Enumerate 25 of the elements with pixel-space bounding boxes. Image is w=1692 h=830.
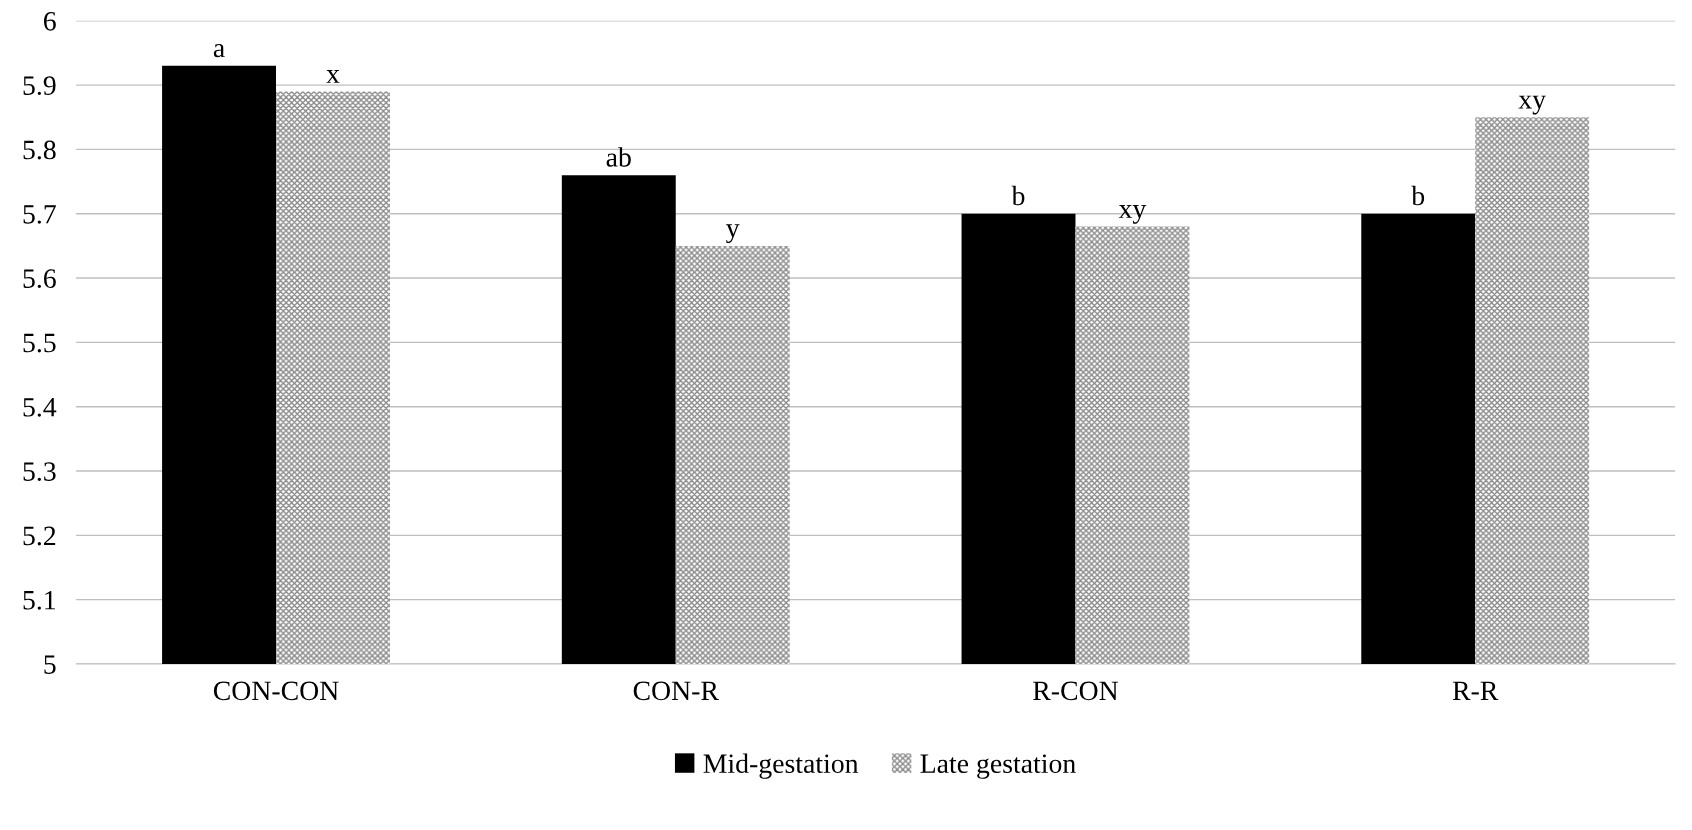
data-label: a [213, 44, 225, 58]
y-tick-label: 5.8 [23, 140, 56, 160]
legend-label: Late gestation [920, 754, 1076, 779]
data-label: b [1411, 185, 1425, 206]
legend-label: Mid-gestation [703, 753, 859, 779]
data-label: x [326, 70, 340, 83]
x-tick-label: R-R [1452, 681, 1499, 700]
data-label: b [1011, 185, 1025, 206]
x-tick-label: CON-R [633, 681, 719, 701]
y-tick-label: 5.5 [23, 333, 56, 353]
x-tick-label: CON-CON [213, 681, 339, 701]
x-tick-label: R-CON [1033, 681, 1119, 701]
data-label: xy [1118, 205, 1147, 224]
data-label: xy [1518, 95, 1546, 115]
y-tick-label: 5.9 [23, 76, 56, 96]
y-tick-label: 6 [44, 11, 56, 31]
data-label: ab [606, 147, 631, 167]
y-tick-label: 5.7 [23, 205, 56, 224]
y-tick-label: 5.2 [23, 526, 56, 546]
y-tick-label: 5.1 [23, 590, 56, 610]
y-tick-label: 5.4 [23, 398, 57, 417]
y-tick-label: 5 [44, 655, 56, 674]
y-tick-label: 5.3 [23, 462, 56, 482]
y-tick-label: 5.6 [23, 269, 56, 289]
data-label: y [726, 224, 740, 244]
